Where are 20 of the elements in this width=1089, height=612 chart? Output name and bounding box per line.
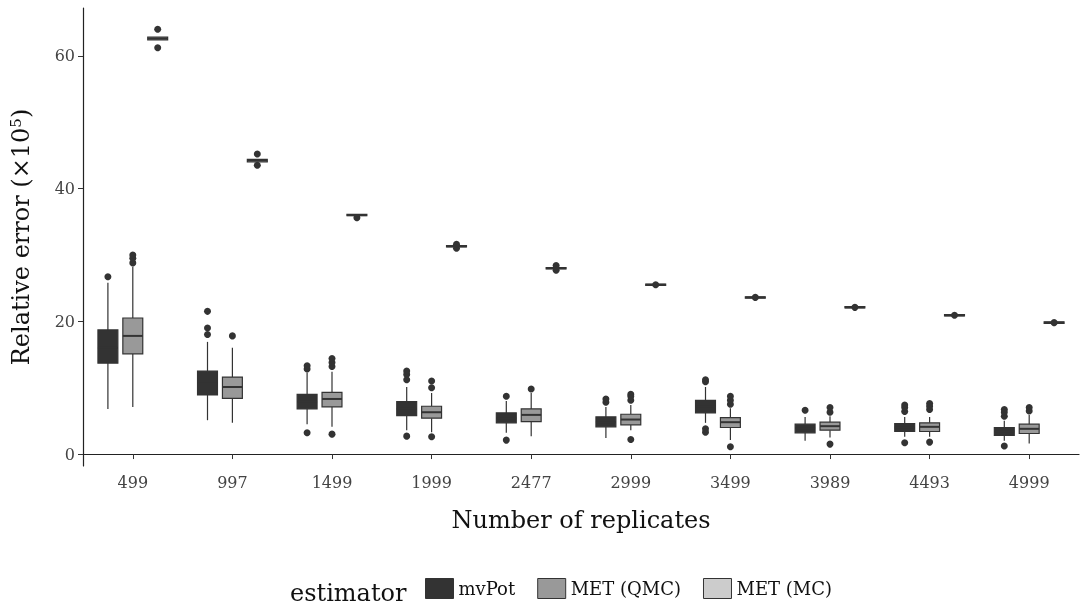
x-axis-title: Number of replicates <box>451 506 711 534</box>
x-tick-label: 1499 <box>311 472 353 492</box>
x-tick-label: 3989 <box>809 472 851 492</box>
x-tick-label: 499 <box>117 472 149 492</box>
x-tick-label: 4493 <box>909 472 950 492</box>
y-tick-label: 0 <box>64 444 75 464</box>
y-tick-label: 60 <box>54 46 75 66</box>
legend-label: MET (MC) <box>736 578 833 599</box>
x-tick-label: 997 <box>217 472 248 492</box>
y-axis-title: Relative error (×105) <box>6 108 35 366</box>
legend-title: estimator <box>290 579 407 607</box>
y-tick-label: 20 <box>54 311 75 331</box>
x-tick-label: 4999 <box>1008 472 1050 492</box>
y-tick-label: 40 <box>54 179 75 199</box>
x-tick-label: 2999 <box>610 472 652 492</box>
legend-label: mvPot <box>458 578 516 599</box>
x-tick-label: 1999 <box>411 472 452 492</box>
x-tick-label: 3499 <box>710 472 751 492</box>
x-tick-label: 2477 <box>510 472 552 492</box>
legend-label: MET (QMC) <box>570 578 681 599</box>
